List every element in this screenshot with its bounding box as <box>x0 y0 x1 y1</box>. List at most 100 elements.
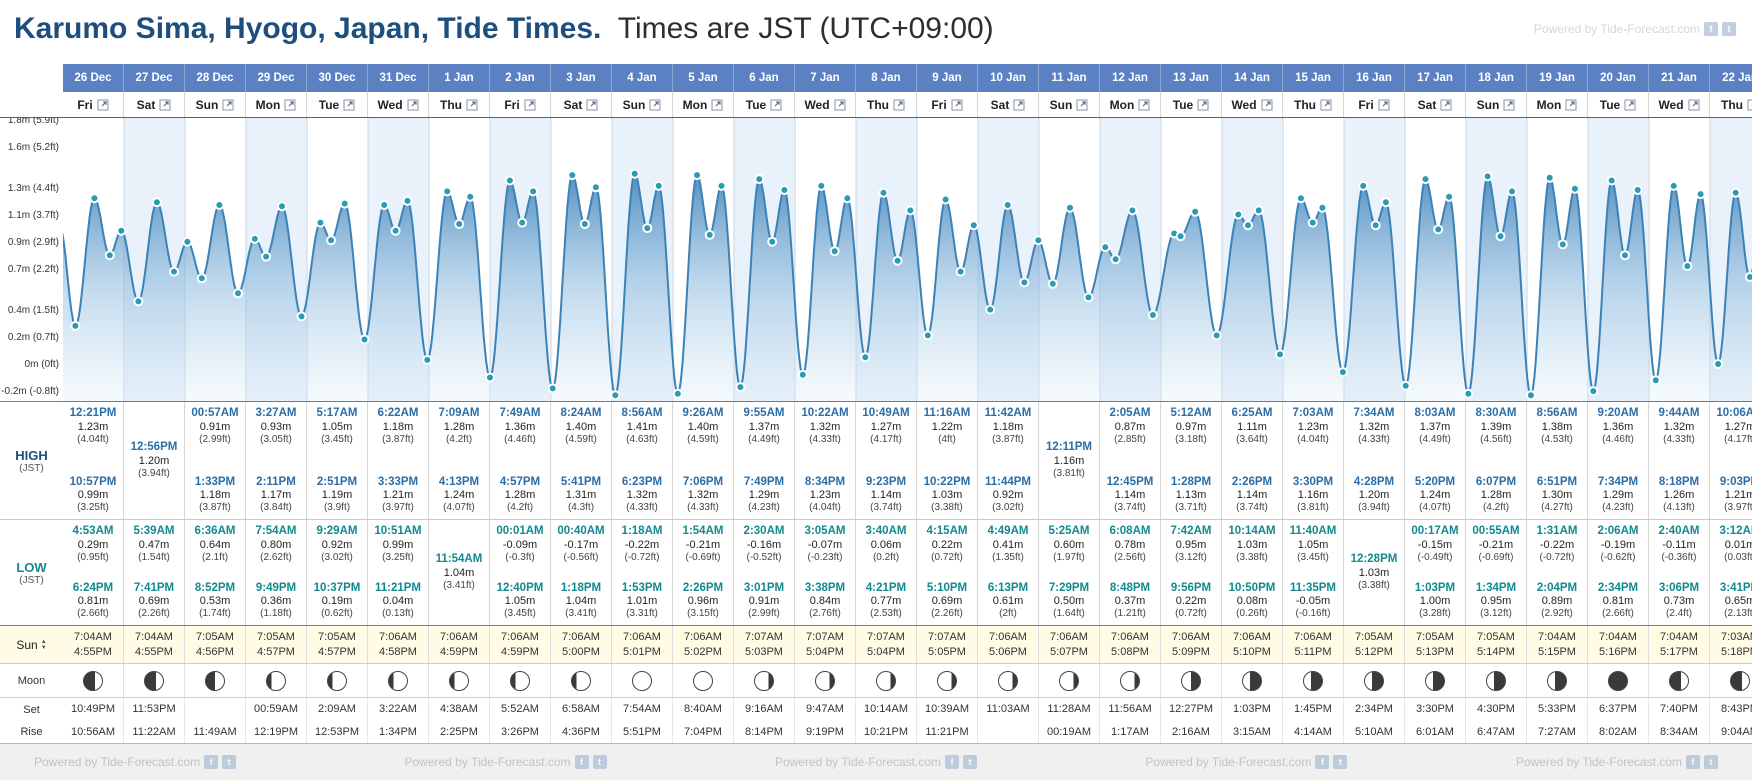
tide-height-m: 0.87m <box>1114 420 1146 433</box>
expand-day-icon[interactable] <box>343 99 355 111</box>
tide-height-m: 1.03m <box>1358 566 1390 579</box>
tide-time: 7:09AM <box>438 407 480 419</box>
tide-height-m: 0.84m <box>809 595 841 608</box>
low-tide-cell: 1:54AM -0.21m (-0.69ft) 2:26PM 0.96m (3.15ft) <box>673 520 734 625</box>
expand-day-icon[interactable] <box>284 99 296 111</box>
expand-day-icon[interactable] <box>649 99 661 111</box>
tide-height-m: 0.29m <box>77 538 109 551</box>
expand-day-icon[interactable] <box>1138 99 1150 111</box>
facebook-icon[interactable]: f <box>1315 755 1330 769</box>
tide-time: 6:07PM <box>1475 475 1517 488</box>
tide-time: 2:34PM <box>1597 581 1639 594</box>
expand-day-icon[interactable] <box>1565 99 1577 111</box>
tide-height-m: 0.36m <box>260 595 292 608</box>
page-title: Karumo Sima, Hyogo, Japan, Tide Times. T… <box>14 12 1752 46</box>
tide-entry: 00:57AM 0.91m (2.99ft) <box>185 407 245 445</box>
expand-day-icon[interactable] <box>834 99 846 111</box>
weekday-label: Mon <box>682 97 708 112</box>
expand-day-icon[interactable] <box>407 99 419 111</box>
tide-height-m: 0.01m <box>1724 538 1752 551</box>
tide-height-ft: (-0.36ft) <box>1661 551 1697 563</box>
tide-height-m: 1.28m <box>504 489 536 502</box>
high-tide-cell: 2:05AM 0.87m (2.85ft) 12:45PM 1.14m (3.74ft) <box>1100 402 1161 519</box>
expand-day-icon[interactable] <box>1013 99 1025 111</box>
tide-height-ft: (4.2ft) <box>1482 502 1510 514</box>
expand-day-icon[interactable] <box>770 99 782 111</box>
expand-day-icon[interactable] <box>159 99 171 111</box>
expand-day-icon[interactable] <box>951 99 963 111</box>
twitter-icon[interactable]: t <box>963 755 978 769</box>
expand-day-icon[interactable] <box>711 99 723 111</box>
tide-time: 5:41PM <box>560 475 602 488</box>
high-tide-cell: 8:24AM 1.40m (4.59ft) 5:41PM 1.31m (4.3ft) <box>551 402 612 519</box>
expand-day-icon[interactable] <box>1320 99 1332 111</box>
tide-time: 6:25AM <box>1231 407 1273 419</box>
expand-day-icon[interactable] <box>222 99 234 111</box>
expand-day-icon[interactable] <box>586 99 598 111</box>
twitter-icon[interactable]: t <box>222 755 237 769</box>
low-tide-row-label: LOW (JST) <box>0 520 63 625</box>
tide-entry: 6:23PM 1.32m (4.33ft) <box>612 476 672 514</box>
tide-height-m: 1.20m <box>1358 489 1390 502</box>
y-axis-label: 0m (0ft) <box>24 359 59 371</box>
tide-time: 11:21PM <box>374 581 422 594</box>
tide-entry: 6:13PM 0.61m (2ft) <box>978 582 1038 620</box>
moonset-time: 11:28AM <box>1039 698 1100 721</box>
tide-height-m: 1.37m <box>1419 420 1451 433</box>
expand-day-icon[interactable] <box>97 99 109 111</box>
tide-height-m: 0.77m <box>870 595 902 608</box>
weekday-row: Fri Sat Sun Mon Tue Wed Thu Fri Sat Sun Mon Tue Wed T… <box>63 92 1752 117</box>
expand-day-icon[interactable] <box>1440 99 1452 111</box>
date-header-cell: 1 Jan <box>429 64 490 92</box>
expand-day-icon[interactable] <box>1378 99 1390 111</box>
moonset-time: 1:45PM <box>1283 698 1344 721</box>
expand-day-icon[interactable] <box>1624 99 1636 111</box>
date-header-cell: 31 Dec <box>368 64 429 92</box>
facebook-icon[interactable]: f <box>574 755 589 769</box>
tide-entry: 2:30AM -0.16m (-0.52ft) <box>734 525 794 563</box>
sun-times-cell: 7:05AM 5:14PM <box>1466 626 1527 663</box>
tide-height-ft: (3.15ft) <box>687 608 719 620</box>
sun-times-cell: 7:04AM 4:55PM <box>63 626 124 663</box>
facebook-icon[interactable]: f <box>1685 755 1700 769</box>
expand-day-icon[interactable] <box>1261 99 1273 111</box>
expand-day-icon[interactable] <box>466 99 478 111</box>
facebook-icon[interactable]: f <box>204 755 219 769</box>
moon-phase-icon <box>937 670 957 691</box>
tide-entry: 2:04PM 0.89m (2.92ft) <box>1527 582 1587 620</box>
twitter-icon[interactable]: t <box>1703 755 1718 769</box>
twitter-icon[interactable]: t <box>1333 755 1348 769</box>
expand-day-icon[interactable] <box>1688 99 1700 111</box>
tide-time: 10:14AM <box>1228 525 1276 537</box>
high-tide-cell: 6:25AM 1.11m (3.64ft) 2:26PM 1.14m (3.74ft) <box>1222 402 1283 519</box>
expand-day-icon[interactable] <box>1503 99 1515 111</box>
high-tide-cell: 7:34AM 1.32m (4.33ft) 4:28PM 1.20m (3.94ft) <box>1344 402 1405 519</box>
tide-entry: 2:26PM 0.96m (3.15ft) <box>673 582 733 620</box>
expand-day-icon[interactable] <box>1747 99 1752 111</box>
sun-times-cell: 7:07AM 5:04PM <box>795 626 856 663</box>
tide-height-ft: (4.07ft) <box>1419 502 1451 514</box>
tide-height-ft: (1.74ft) <box>199 608 231 620</box>
twitter-icon[interactable]: t <box>1722 22 1736 36</box>
tide-entry: 11:21PM 0.04m (0.13ft) <box>368 582 428 620</box>
weekday-label: Sat <box>1417 97 1437 112</box>
facebook-icon[interactable]: f <box>945 755 960 769</box>
weekday-row-spacer <box>0 92 63 117</box>
expand-day-icon[interactable] <box>1076 99 1088 111</box>
expand-day-icon[interactable] <box>893 99 905 111</box>
tide-entry: 3:05AM -0.07m (-0.23ft) <box>795 525 855 563</box>
tide-height-ft: (4.27ft) <box>1541 502 1573 514</box>
tide-time: 00:01AM <box>496 525 544 537</box>
tide-height-ft: (3.94ft) <box>1358 502 1390 514</box>
expand-day-icon[interactable] <box>524 99 536 111</box>
tide-entry: 11:54AM 1.04m (3.41ft) <box>429 553 489 591</box>
high-tide-cell: 6:22AM 1.18m (3.87ft) 3:33PM 1.21m (3.97ft) <box>368 402 429 519</box>
tide-time: 11:16AM <box>923 407 971 419</box>
expand-day-icon[interactable] <box>1197 99 1209 111</box>
weekday-cell: Mon <box>1527 92 1588 117</box>
date-header-cell: 20 Jan <box>1588 64 1649 92</box>
facebook-icon[interactable]: f <box>1704 22 1718 36</box>
tide-time: 3:12AM <box>1719 525 1752 537</box>
tide-entry: 9:20AM 1.36m (4.46ft) <box>1588 407 1648 445</box>
twitter-icon[interactable]: t <box>592 755 607 769</box>
